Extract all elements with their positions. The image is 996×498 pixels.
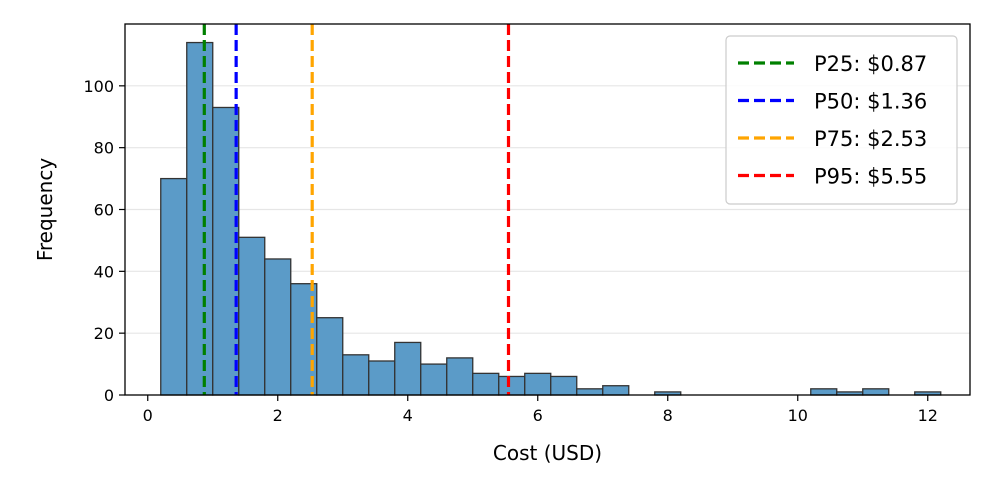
histogram-bar bbox=[498, 375, 526, 396]
histogram-bar bbox=[524, 372, 552, 396]
y-tick-label: 60 bbox=[94, 201, 114, 220]
percentile-lines bbox=[202, 24, 511, 395]
histogram-bar bbox=[264, 258, 292, 396]
x-tick-label: 4 bbox=[403, 406, 413, 425]
x-tick-label: 6 bbox=[533, 406, 543, 425]
histogram-bar bbox=[810, 388, 838, 396]
legend-entry: P50: $1.36 bbox=[814, 90, 927, 114]
x-tick-label: 10 bbox=[788, 406, 808, 425]
x-axis-label: Cost (USD) bbox=[493, 441, 602, 465]
histogram-bar bbox=[394, 341, 422, 396]
histogram-bar bbox=[342, 354, 370, 396]
legend: P25: $0.87 P50: $1.36 P75: $2.53 P95: $5.55 bbox=[725, 35, 958, 205]
histogram-bar bbox=[368, 360, 396, 396]
histogram-bar bbox=[420, 363, 448, 396]
legend-box bbox=[725, 35, 958, 205]
x-tick-label: 12 bbox=[918, 406, 938, 425]
legend-entry: P75: $2.53 bbox=[814, 127, 927, 151]
x-tick-label: 8 bbox=[663, 406, 673, 425]
y-tick-label: 100 bbox=[83, 77, 114, 96]
y-axis-label: Frequency bbox=[33, 158, 57, 261]
y-tick-label: 20 bbox=[94, 324, 114, 343]
histogram-bar bbox=[602, 385, 630, 396]
histogram-bar bbox=[446, 357, 474, 396]
y-tick-label: 80 bbox=[94, 139, 114, 158]
y-tick-label: 0 bbox=[104, 386, 114, 405]
histogram-bar bbox=[238, 236, 266, 396]
histogram-bar bbox=[472, 372, 500, 396]
histogram-bar bbox=[576, 388, 604, 396]
histogram-bar bbox=[550, 375, 578, 396]
x-axis-ticks: 0 2 4 6 8 10 12 bbox=[143, 395, 938, 425]
x-tick-label: 2 bbox=[273, 406, 283, 425]
x-tick-label: 0 bbox=[143, 406, 153, 425]
histogram-bar bbox=[316, 317, 344, 396]
histogram-bar bbox=[862, 388, 890, 396]
legend-entry: P25: $0.87 bbox=[814, 52, 927, 76]
histogram-bar bbox=[186, 41, 214, 396]
y-tick-label: 40 bbox=[94, 262, 114, 281]
legend-entry: P95: $5.55 bbox=[814, 165, 927, 189]
y-axis-ticks: 0 20 40 60 80 100 bbox=[83, 77, 125, 405]
histogram-bar bbox=[160, 177, 188, 396]
histogram-bars bbox=[160, 41, 942, 396]
